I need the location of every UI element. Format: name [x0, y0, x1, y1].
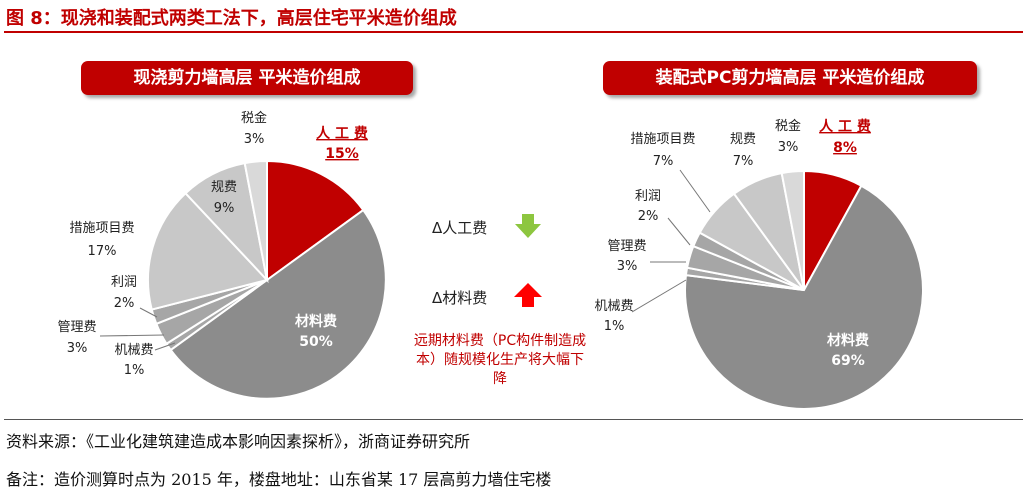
slice-value: 1% — [604, 319, 625, 334]
leader-line — [667, 217, 691, 246]
slice-label: 材料费 — [827, 332, 869, 349]
slice-label: 利润 — [635, 189, 661, 204]
pie-slice — [780, 169, 805, 291]
slice-value: 9% — [214, 201, 235, 216]
slice-label: 税金 — [775, 118, 801, 134]
pie-left: 人 工 费 15% 材料费 50% 机械费 1% 管理费 3% 利润 2% 措施项目费 17% 规费 9%… — [57, 110, 387, 400]
slice-label: 规费 — [730, 132, 756, 147]
slice-value: 7% — [733, 154, 754, 169]
slice-label: 机械费 — [114, 343, 153, 358]
left-chart-title: 现浇剪力墙高层 平米造价组成 — [81, 61, 413, 95]
source-note: 资料来源：《工业化建筑建造成本影响因素探析》，浙商证券研究所 — [6, 432, 471, 451]
leader-line — [99, 334, 165, 337]
slice-label: 管理费 — [57, 320, 96, 335]
down-arrow-icon — [515, 214, 541, 238]
leader-line — [631, 279, 687, 313]
slice-value: 69% — [831, 353, 865, 369]
slice-value: 7% — [653, 154, 674, 169]
slice-value: 3% — [778, 140, 799, 155]
material-note: 远期材料费（PC构件制造成本）随规模化生产将大幅下降 — [413, 333, 587, 387]
slice-value: 3% — [244, 132, 265, 147]
pie-slice — [243, 159, 268, 281]
pie-slice — [169, 208, 387, 400]
slice-label: 利润 — [111, 275, 137, 290]
slice-value: 2% — [114, 296, 135, 311]
leader-line — [139, 307, 158, 318]
slice-label: 措施项目费 — [630, 132, 695, 147]
remark-note: 备注：造价测算时点为 2015 年，楼盘地址：山东省某 17 层高剪力墙住宅楼 — [6, 470, 552, 489]
pie-slice — [684, 184, 925, 410]
footer-rule — [4, 419, 1023, 420]
leader-line — [154, 342, 176, 351]
slice-value: 8% — [833, 140, 857, 156]
pie-slice — [147, 191, 269, 311]
material-up-label: Δ材料费 — [432, 289, 488, 307]
pie-charts: 人 工 费 15% 材料费 50% 机械费 1% 管理费 3% 利润 2% 措施项目费 17% 规费 9%… — [57, 110, 925, 410]
slice-label: 机械费 — [594, 299, 633, 314]
pie-slice — [266, 159, 365, 282]
labor-down-label: Δ人工费 — [432, 219, 488, 237]
slice-value: 2% — [638, 209, 659, 224]
slice-value: 17% — [88, 244, 117, 259]
slice-label: 材料费 — [295, 313, 337, 330]
figure-title: 图 8：现浇和装配式两类工法下，高层住宅平米造价组成 — [6, 8, 457, 29]
slice-value: 15% — [325, 146, 359, 162]
slice-label: 措施项目费 — [69, 221, 134, 236]
slice-label: 人 工 费 — [819, 118, 871, 135]
leader-line — [679, 169, 711, 213]
slice-label: 人 工 费 — [316, 125, 368, 142]
up-arrow-icon — [514, 283, 542, 307]
title-rule — [4, 31, 1023, 33]
slice-value: 3% — [67, 341, 88, 356]
slice-label: 管理费 — [607, 239, 646, 254]
pie-right: 人 工 费 8% 材料费 69% 机械费 1% 管理费 3% 利润 2% 措施项目费 7% 规费 7% 税金… — [594, 118, 925, 410]
slice-label: 税金 — [241, 110, 267, 126]
slice-value: 1% — [124, 363, 145, 378]
right-chart-title: 装配式PC剪力墙高层 平米造价组成 — [603, 61, 977, 95]
slice-value: 50% — [299, 334, 333, 350]
slice-label: 规费 — [211, 180, 237, 195]
slice-value: 3% — [617, 259, 638, 274]
